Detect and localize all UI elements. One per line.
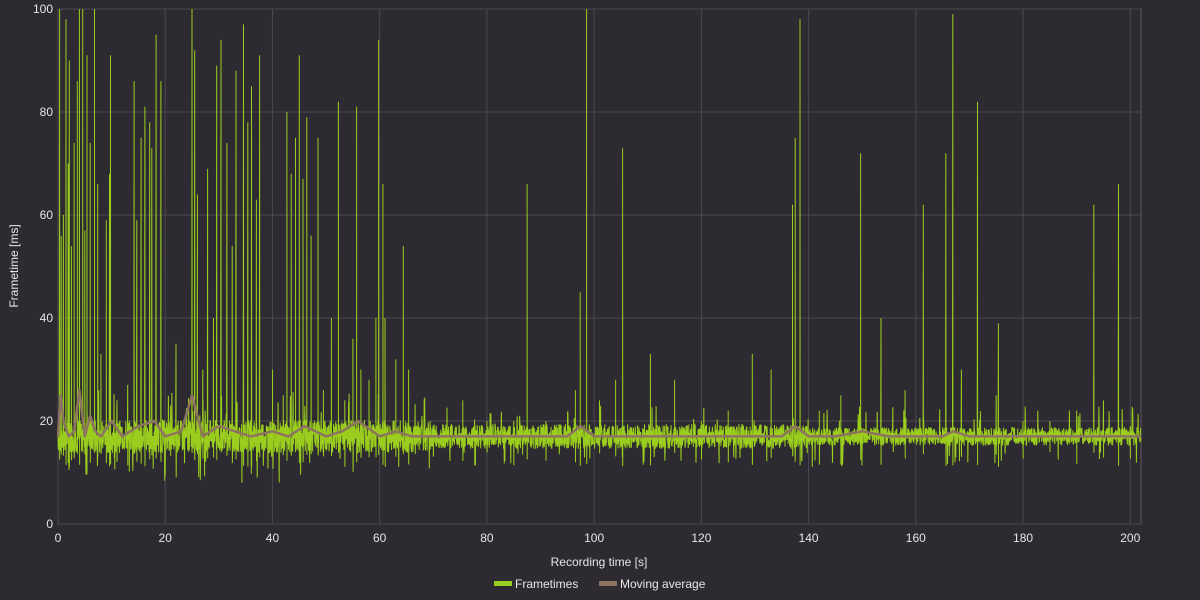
y-tick-label: 20	[40, 414, 54, 428]
legend: Frametimes Moving average	[494, 577, 706, 591]
legend-label-frametimes: Frametimes	[515, 577, 578, 591]
x-tick-label: 0	[55, 531, 62, 545]
x-tick-label: 160	[906, 531, 926, 545]
legend-swatch-frametimes	[494, 581, 512, 586]
plot-area	[56, 8, 1142, 483]
x-tick-label: 20	[159, 531, 173, 545]
moving-average-series	[56, 388, 1141, 438]
y-tick-label: 100	[33, 2, 53, 16]
x-axis-title: Recording time [s]	[551, 555, 648, 569]
x-tick-label: 180	[1013, 531, 1033, 545]
frametimes-series	[57, 8, 1142, 483]
legend-label-moving-average: Moving average	[620, 577, 706, 591]
x-tick-label: 40	[266, 531, 280, 545]
y-tick-label: 40	[40, 311, 54, 325]
x-tick-label: 100	[584, 531, 604, 545]
legend-swatch-moving-average	[599, 581, 617, 586]
x-tick-label: 200	[1120, 531, 1140, 545]
x-tick-label: 60	[373, 531, 387, 545]
x-tick-label: 120	[691, 531, 711, 545]
y-tick-label: 80	[40, 105, 54, 119]
x-tick-label: 140	[799, 531, 819, 545]
x-tick-label: 80	[480, 531, 494, 545]
y-tick-label: 0	[46, 517, 53, 531]
axes: 0 20 40 60 80 100 120 140 160 180 200 0 20 40 60 80 100	[33, 2, 1141, 545]
y-axis-title: Frametime [ms]	[7, 224, 21, 307]
y-tick-label: 60	[40, 208, 54, 222]
